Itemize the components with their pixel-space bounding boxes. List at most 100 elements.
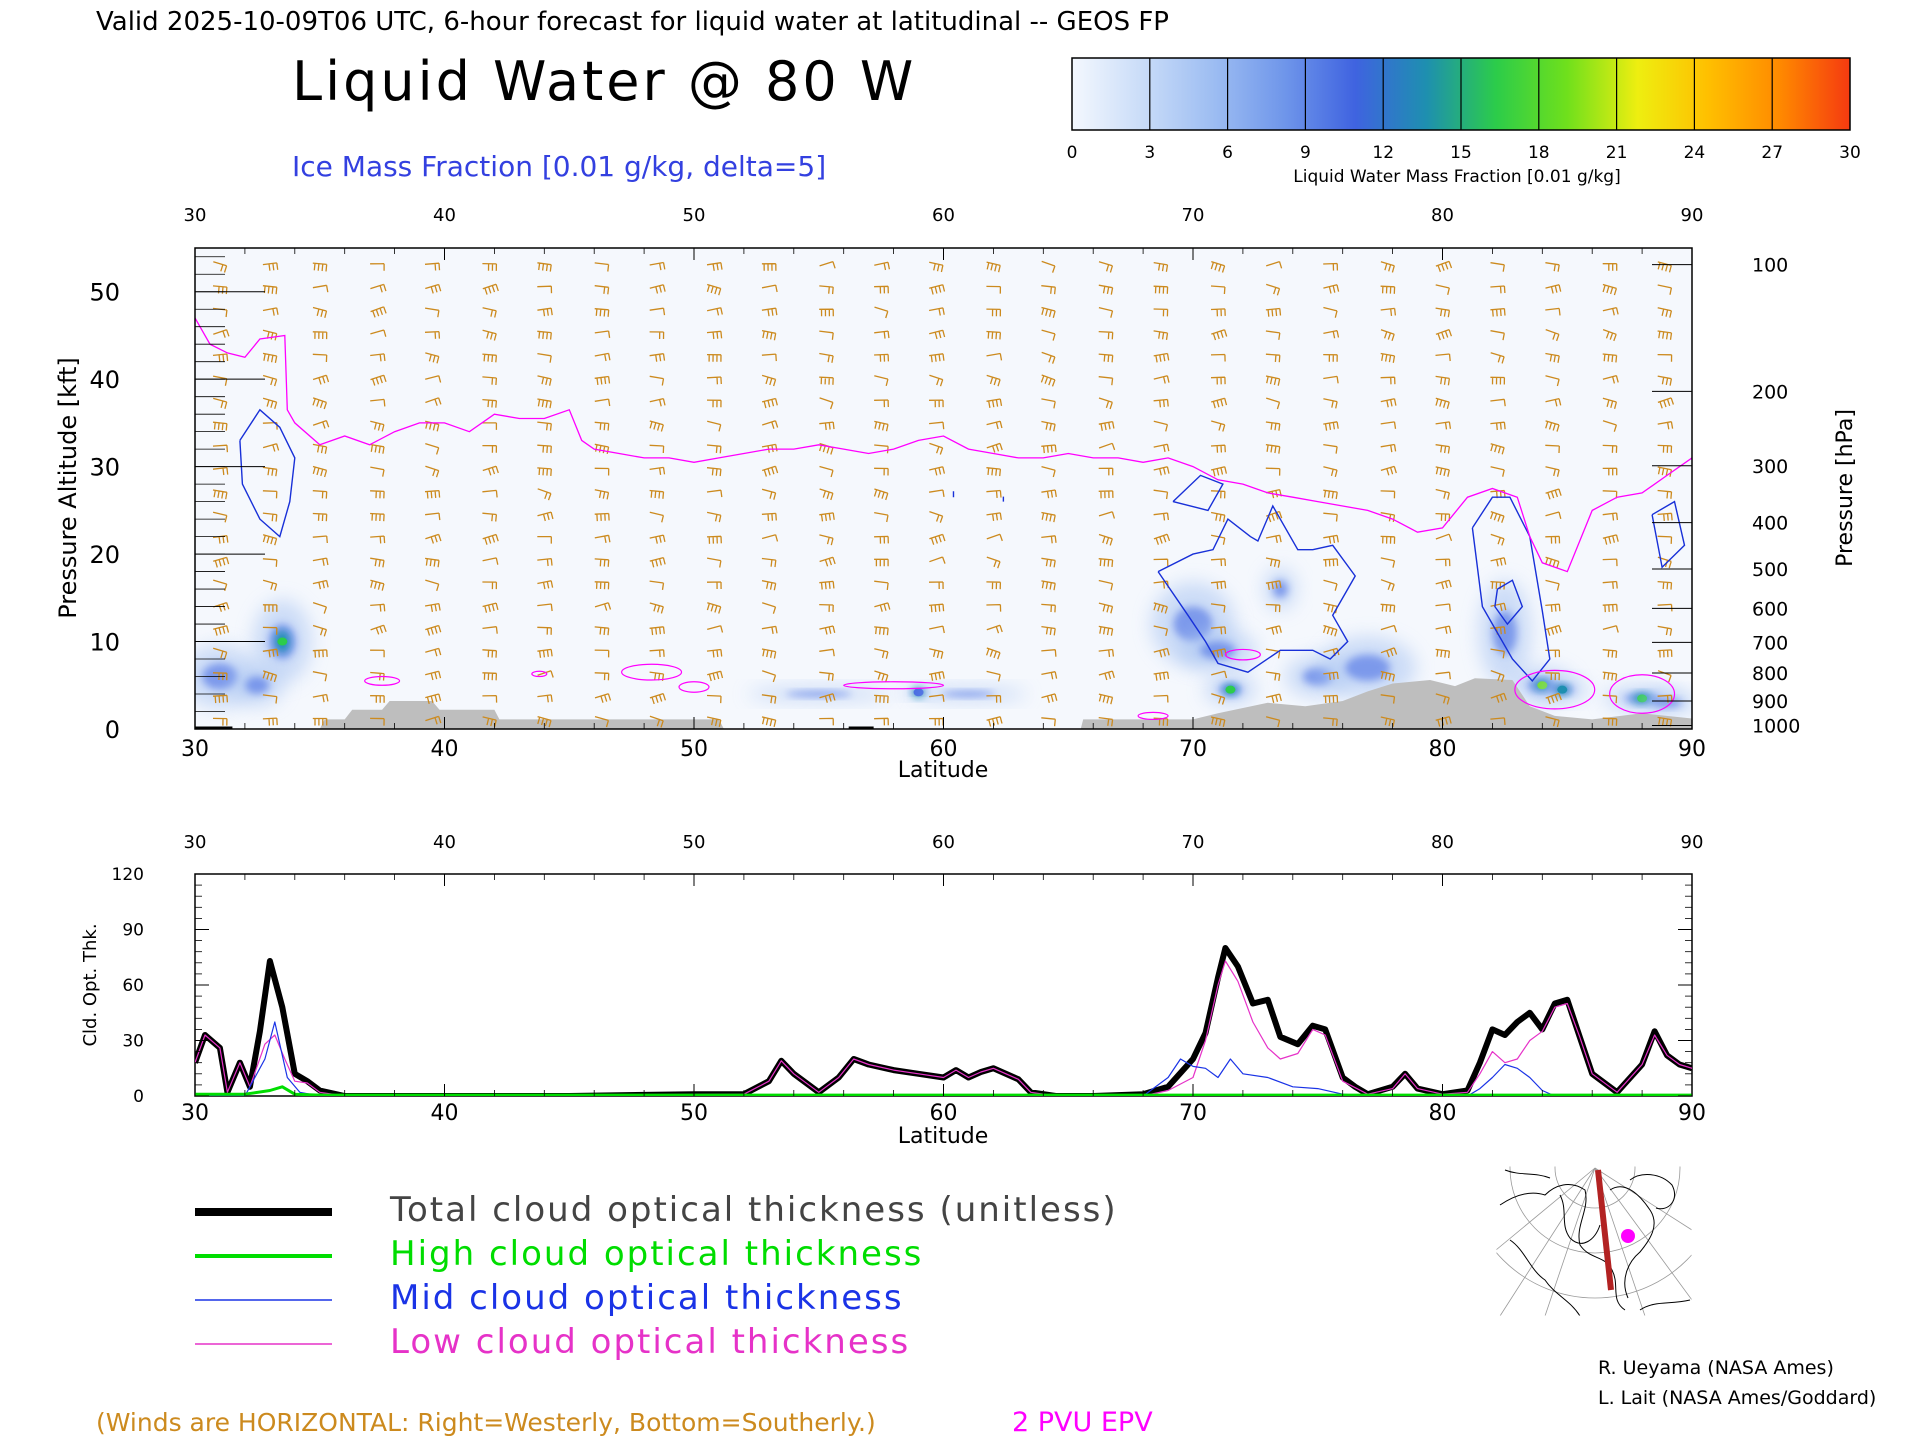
credit-1: R. Ueyama (NASA Ames) — [1598, 1357, 1834, 1379]
bottom-ytick-label: 30 — [122, 1032, 144, 1052]
top-panel-content — [195, 260, 1692, 729]
colorbar-tick-label: 21 — [1606, 143, 1628, 163]
wind-barb — [1490, 580, 1506, 590]
wind-barb — [482, 694, 498, 703]
wind-barb — [819, 625, 836, 635]
wind-barb — [1098, 442, 1116, 451]
wind-barb — [1380, 443, 1397, 453]
liquid-mid — [245, 676, 270, 695]
wind-barb — [761, 670, 777, 683]
wind-barb — [1211, 397, 1228, 409]
wind-barb — [761, 625, 778, 635]
wind-barb — [1380, 261, 1395, 273]
wind-barb — [929, 374, 944, 387]
bottom-xtick-label-upper: 40 — [433, 832, 456, 853]
wind-barb — [594, 558, 610, 567]
wind-barb — [312, 331, 328, 340]
wind-barb — [1544, 556, 1560, 569]
wind-barb — [819, 534, 834, 546]
wind-barb — [537, 488, 552, 501]
bottom-xtick-label: 50 — [680, 1101, 708, 1126]
wind-barb — [213, 556, 230, 568]
wind-barb — [482, 283, 499, 295]
wind-barb — [1098, 511, 1116, 519]
wind-barb — [761, 488, 777, 500]
pressure-tick-label: 800 — [1752, 663, 1788, 685]
wind-barb — [1153, 330, 1169, 340]
top-xtick-label-upper: 80 — [1431, 205, 1454, 226]
wind-barb — [1323, 694, 1339, 704]
wind-barb — [1545, 692, 1562, 705]
wind-barb — [1041, 625, 1056, 636]
wind-barb — [1098, 648, 1115, 657]
wind-barb — [425, 352, 440, 364]
bottom-xtick-label: 80 — [1429, 1101, 1457, 1126]
wind-barb — [1153, 352, 1170, 363]
wind-barb — [1435, 693, 1450, 705]
liquid-water-field — [195, 568, 1692, 714]
wind-barb — [1657, 330, 1673, 340]
top-xtick-label: 50 — [680, 737, 708, 762]
wind-barb — [706, 467, 722, 477]
wind-barb — [537, 398, 552, 409]
wind-barb — [1210, 308, 1226, 317]
wind-barb — [1266, 260, 1283, 269]
liquid-mid — [1345, 654, 1391, 681]
liquid-peak — [1557, 685, 1568, 694]
wind-barb — [1098, 533, 1113, 546]
wind-barb — [212, 375, 228, 386]
wind-barb — [425, 670, 442, 681]
wind-barb — [1265, 534, 1282, 544]
wind-barb — [761, 694, 777, 704]
wind-barb — [1098, 420, 1115, 431]
wind-barb — [312, 535, 328, 544]
wind-barb — [986, 420, 1003, 430]
wind-barb — [262, 466, 278, 477]
wind-barb — [594, 626, 610, 636]
wind-barb — [370, 557, 385, 568]
wind-barb — [929, 466, 946, 476]
wind-barb — [1490, 330, 1505, 341]
pressure-tick-label: 100 — [1752, 255, 1788, 277]
wind-barb — [1545, 307, 1561, 316]
wind-barb — [594, 398, 611, 407]
wind-barb — [874, 717, 889, 726]
epv-loop — [1224, 648, 1261, 661]
wind-barb — [649, 671, 665, 681]
wind-barb — [370, 420, 385, 432]
wind-barb — [649, 420, 664, 432]
wind-barb — [212, 421, 228, 431]
wind-barb — [1435, 284, 1450, 295]
epv-loop — [843, 681, 945, 690]
wind-barb — [1323, 262, 1339, 271]
wind-barb — [928, 399, 944, 408]
wind-barb — [262, 307, 279, 316]
wind-barb — [1490, 307, 1506, 317]
wind-barb — [986, 533, 1003, 542]
wind-barb — [1545, 603, 1561, 612]
epv-loop — [364, 675, 401, 686]
top-xtick-label: 70 — [1179, 737, 1207, 762]
wind-barb — [594, 443, 610, 455]
wind-barb — [1602, 512, 1619, 521]
wind-barb — [1098, 330, 1114, 340]
wind-barb — [594, 375, 611, 385]
wind-barb — [874, 694, 889, 704]
wind-barb — [819, 671, 834, 681]
wind-barb — [1545, 262, 1560, 272]
wind-barb — [874, 467, 889, 476]
main-title: Liquid Water @ 80 W — [292, 50, 916, 113]
wind-barb — [761, 580, 777, 591]
wind-barb — [262, 374, 278, 387]
wind-barb — [312, 557, 329, 566]
wind-barb — [482, 307, 497, 318]
top-xlabel: Latitude — [898, 758, 989, 783]
wind-barb — [312, 693, 329, 703]
wind-barb — [761, 353, 777, 362]
wind-barb — [649, 261, 666, 271]
wind-barb — [482, 422, 498, 430]
wind-barb — [649, 375, 665, 386]
ice-contour — [239, 408, 296, 538]
wind-barb — [1657, 261, 1672, 273]
wind-barb — [312, 490, 328, 499]
